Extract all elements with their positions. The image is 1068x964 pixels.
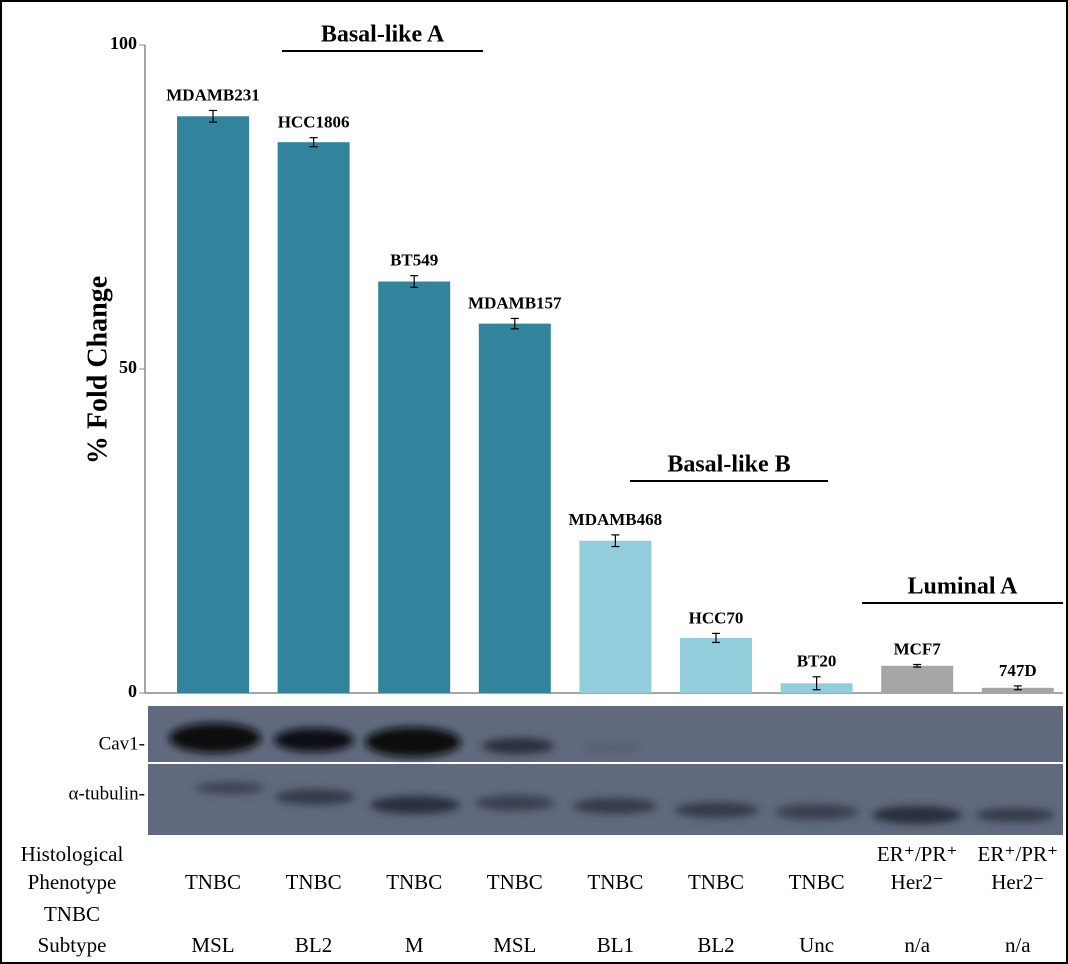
cell: ER⁺/PR⁺ (877, 842, 958, 866)
blot (148, 706, 1063, 835)
cell: TNBC (789, 870, 845, 894)
cell: Unc (799, 933, 834, 957)
bar (579, 541, 651, 693)
cell: ER⁺/PR⁺ (978, 842, 1059, 866)
blot-row-label: α-tubulin- (69, 783, 145, 804)
bar (479, 324, 551, 693)
bar (881, 666, 953, 693)
cell: BL1 (597, 933, 634, 957)
y-tick-label: 50 (119, 357, 137, 377)
bar (378, 282, 450, 693)
bar-label: HCC70 (689, 608, 744, 627)
bar (278, 142, 350, 693)
cell: Her2⁻ (991, 870, 1044, 894)
row-label: Phenotype (28, 870, 117, 894)
group-label: Basal-like B (667, 452, 790, 478)
y-tick-label: 0 (128, 681, 137, 701)
cell: TNBC (185, 870, 241, 894)
bar-label: BT20 (797, 652, 837, 671)
bar-label: 747D (999, 661, 1037, 680)
bar-label: MDAMB157 (468, 293, 562, 312)
cell: M (405, 933, 424, 957)
figure: 0 50 100 % Fold Change MDAMB231 HCC1806 BT549 M… (0, 0, 1068, 964)
row-label: TNBC (44, 902, 100, 926)
cell: n/a (1005, 933, 1031, 957)
cell: BL2 (697, 933, 734, 957)
bar (680, 638, 752, 693)
cell: MSL (493, 933, 536, 957)
group-label: Basal-like A (321, 22, 445, 48)
bar-label: MDAMB231 (166, 85, 259, 104)
cell: MSL (191, 933, 234, 957)
bar-label: MDAMB468 (569, 510, 662, 529)
y-axis-label: % Fold Change (82, 276, 113, 464)
bar-label: MCF7 (894, 639, 942, 658)
row-label: Histological (21, 842, 124, 866)
bar-label: BT549 (390, 251, 438, 270)
cell: TNBC (487, 870, 543, 894)
cell: n/a (904, 933, 930, 957)
cell: BL2 (295, 933, 332, 957)
cell: Her2⁻ (891, 870, 944, 894)
bar-label: HCC1806 (278, 113, 350, 132)
cell: TNBC (587, 870, 643, 894)
y-tick-label: 100 (110, 33, 137, 53)
cell: TNBC (688, 870, 744, 894)
bar (177, 116, 249, 693)
cell: TNBC (286, 870, 342, 894)
group-label: Luminal A (907, 574, 1018, 600)
row-label: Subtype (38, 933, 107, 957)
blot-row-label: Cav1- (99, 733, 145, 754)
cell: TNBC (386, 870, 442, 894)
